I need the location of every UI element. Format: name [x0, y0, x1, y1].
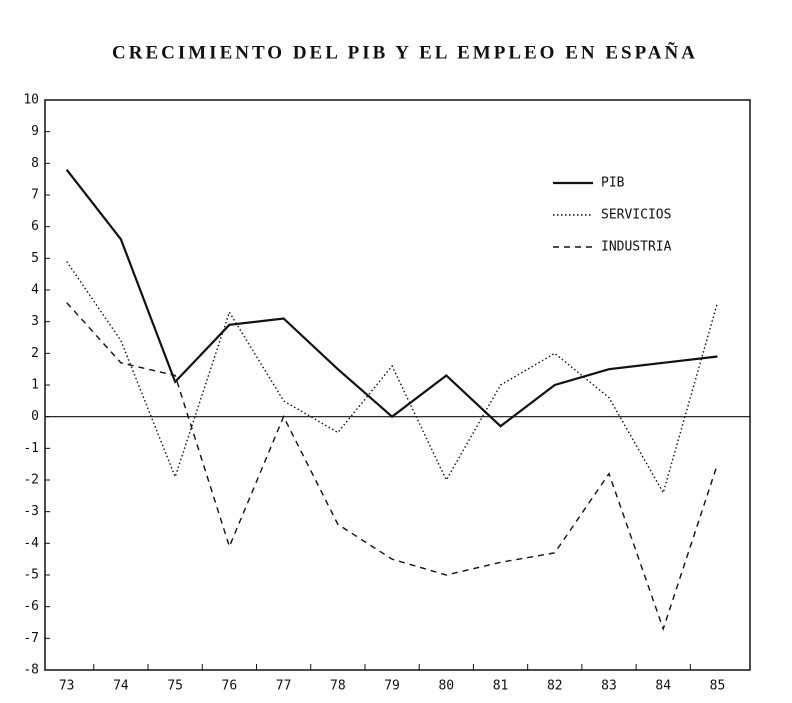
- legend-label: PIB: [601, 176, 625, 191]
- y-tick-label: -3: [23, 504, 39, 519]
- x-tick-label: 74: [113, 679, 129, 694]
- chart-title: CRECIMIENTO DEL PIB Y EL EMPLEO EN ESPAÑ…: [112, 41, 698, 63]
- x-tick-label: 80: [438, 679, 454, 694]
- y-tick-label: 9: [31, 124, 39, 139]
- y-tick-label: -4: [23, 536, 39, 551]
- y-tick-label: 7: [31, 188, 39, 203]
- series-line: [66, 261, 719, 495]
- x-tick-label: 85: [710, 679, 726, 694]
- y-tick-label: 5: [31, 251, 39, 266]
- legend-label: INDUSTRIA: [601, 240, 672, 255]
- x-tick-label: 78: [330, 679, 346, 694]
- y-tick-label: -6: [23, 599, 39, 614]
- y-tick-label: 2: [31, 346, 39, 361]
- x-tick-label: 82: [547, 679, 563, 694]
- y-tick-label: -2: [23, 473, 39, 488]
- y-tick-label: 4: [31, 283, 39, 298]
- x-tick-label: 77: [276, 679, 292, 694]
- legend-label: SERVICIOS: [601, 208, 671, 223]
- y-tick-label: 3: [31, 314, 39, 329]
- y-tick-label: -7: [23, 631, 39, 646]
- series-line: [65, 168, 718, 428]
- y-tick-label: -1: [23, 441, 39, 456]
- x-tick-label: 76: [222, 679, 238, 694]
- y-tick-label: 8: [31, 156, 39, 171]
- x-tick-label: 73: [59, 679, 75, 694]
- x-tick-label: 81: [493, 679, 509, 694]
- series-line: [66, 302, 719, 632]
- y-tick-label: 10: [23, 93, 39, 108]
- y-tick-label: -8: [23, 663, 39, 678]
- y-tick-label: 1: [31, 378, 39, 393]
- y-tick-label: -5: [23, 568, 39, 583]
- x-tick-label: 84: [655, 679, 671, 694]
- x-tick-label: 75: [167, 679, 183, 694]
- y-tick-label: 0: [31, 409, 39, 424]
- y-tick-label: 6: [31, 219, 39, 234]
- plot-frame: [44, 99, 751, 671]
- x-tick-label: 79: [384, 679, 400, 694]
- x-tick-label: 83: [601, 679, 617, 694]
